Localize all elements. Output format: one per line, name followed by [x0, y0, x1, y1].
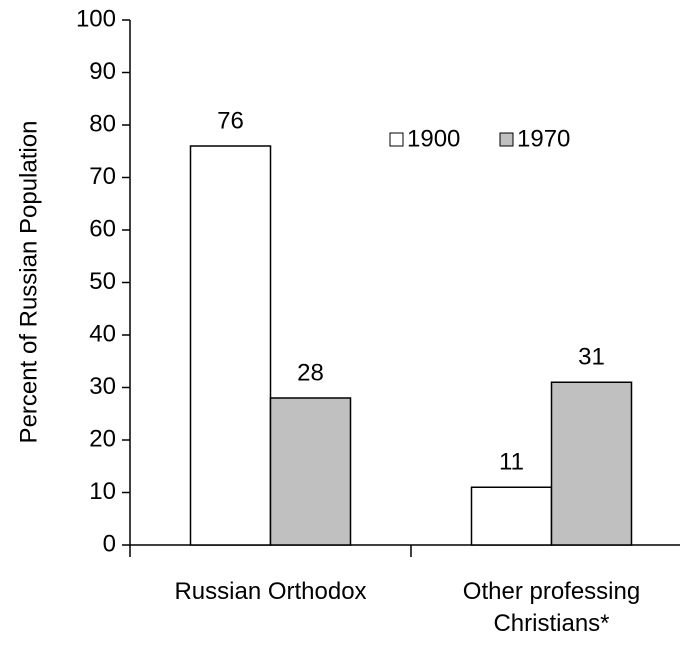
y-tick-label: 10 — [89, 478, 116, 505]
y-axis-label: Percent of Russian Population — [15, 121, 42, 444]
bar — [550, 381, 633, 546]
y-tick-label: 70 — [89, 163, 116, 190]
data-label: 31 — [578, 344, 605, 371]
y-tick-label: 100 — [76, 5, 116, 32]
bar — [269, 397, 352, 546]
y-tick-label: 90 — [89, 58, 116, 85]
data-label: 76 — [217, 107, 244, 134]
legend-label: 1970 — [517, 125, 570, 152]
y-tick-label: 30 — [89, 373, 116, 400]
bar — [470, 486, 553, 546]
legend-swatch — [389, 132, 404, 147]
legend-label: 1900 — [407, 125, 460, 152]
bar — [189, 145, 272, 546]
data-label: 28 — [297, 359, 324, 386]
x-tick-label: Russian Orthodox — [174, 578, 367, 605]
y-tick-label: 0 — [103, 530, 116, 557]
y-tick-label: 80 — [89, 110, 116, 137]
y-tick-label: 20 — [89, 425, 116, 452]
data-label: 11 — [499, 449, 524, 476]
y-tick-label: 60 — [89, 215, 116, 242]
x-tick-label: Other professing Christians* — [462, 578, 641, 637]
y-tick-label: 40 — [89, 320, 116, 347]
y-tick-label: 50 — [89, 268, 116, 295]
legend-swatch — [499, 132, 514, 147]
